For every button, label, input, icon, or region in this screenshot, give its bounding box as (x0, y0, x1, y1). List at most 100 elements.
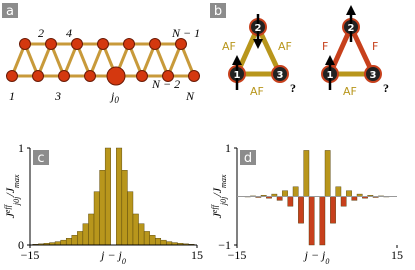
bar (160, 239, 167, 246)
bond-label: AF (250, 85, 264, 98)
site (271, 65, 289, 83)
panel-label-box (210, 3, 226, 18)
unknown-spin: ? (290, 81, 296, 95)
label-part: j − j (99, 248, 122, 262)
site-label: N (185, 89, 195, 103)
unknown-spin: ? (383, 81, 389, 95)
y-tick-label: 1 (18, 141, 24, 155)
chain (6, 38, 200, 86)
bar (324, 150, 331, 197)
x-axis-label: j − j0 (303, 248, 330, 266)
panel-label-box (240, 150, 256, 165)
site-number: 2 (348, 23, 355, 34)
bar (303, 150, 310, 197)
panel-label: b (214, 4, 222, 19)
site-number: 3 (277, 70, 284, 81)
bar (276, 196, 283, 201)
panel-label-box (2, 3, 18, 18)
bar (143, 231, 150, 246)
panel-label: a (6, 4, 14, 19)
site (6, 70, 18, 82)
bar (138, 223, 145, 246)
bar (99, 170, 106, 246)
site (106, 66, 126, 86)
bar (351, 196, 358, 201)
site (175, 38, 187, 50)
bond-label: F (322, 40, 328, 53)
x-axis-label: j − j0 (99, 248, 126, 266)
x-tick-label: −15 (228, 248, 247, 262)
bar (93, 191, 100, 246)
bar (287, 196, 294, 207)
bar (127, 191, 134, 246)
bar (340, 196, 347, 207)
label-part: j0j (219, 196, 228, 206)
bar (77, 231, 84, 246)
bar (335, 186, 342, 197)
bar (65, 238, 72, 246)
site-label: 4 (66, 26, 72, 40)
site (188, 70, 200, 82)
label-part: J (3, 212, 17, 218)
site (149, 38, 161, 50)
bar (71, 235, 78, 246)
site (364, 65, 382, 83)
bar (116, 147, 123, 246)
bar (298, 196, 304, 224)
label-part: J (210, 212, 224, 218)
x-tick-label: −15 (21, 248, 40, 262)
bar (132, 213, 139, 246)
label-part: j0j (12, 196, 21, 206)
bar (330, 196, 336, 224)
site (19, 38, 31, 50)
y-axis-label: Jeffj0j/Jmax (3, 174, 21, 218)
label-part: eff (210, 203, 219, 213)
bar (54, 241, 61, 246)
site (58, 70, 70, 82)
bar (308, 196, 315, 246)
bar (60, 239, 67, 246)
y-tick-label: −1 (218, 238, 231, 252)
label-part: eff (3, 203, 12, 213)
bond-label: AF (343, 85, 357, 98)
label-part: /J (210, 187, 224, 197)
site (71, 38, 83, 50)
x-tick-label: 15 (191, 248, 203, 262)
y-tick-label: 1 (225, 141, 231, 155)
site-number: 1 (327, 70, 334, 81)
panel-label-box (33, 150, 49, 165)
site-label: N − 1 (171, 26, 200, 40)
bar (121, 170, 128, 246)
y-tick-label: 0 (18, 238, 24, 252)
site-label: 1 (9, 89, 15, 103)
label-part: /J (3, 187, 17, 197)
bar (292, 186, 299, 197)
site (45, 38, 57, 50)
bar (104, 147, 111, 246)
site-label: j0 (109, 89, 119, 105)
bond-label: F (372, 40, 378, 53)
site-number: 1 (234, 70, 241, 81)
site-label: 3 (54, 89, 61, 103)
site-number: 3 (370, 70, 377, 81)
site (84, 70, 96, 82)
triangle-right: 1 2 3 F F AF ? (321, 5, 389, 98)
bar (319, 196, 326, 246)
bar (346, 190, 352, 197)
panel-label: c (37, 151, 44, 166)
bond-label: AF (278, 40, 292, 53)
site (123, 38, 135, 50)
bar (149, 235, 156, 246)
y-axis-label: Jeffj0j/Jmax (210, 174, 228, 218)
bar (88, 213, 95, 246)
site (136, 70, 148, 82)
site (32, 70, 44, 82)
site (97, 38, 109, 50)
label-part: j − j (303, 248, 326, 262)
site-number: 2 (255, 23, 262, 34)
x-tick-label: 15 (391, 248, 403, 262)
bar (282, 190, 288, 197)
triangle-left: 1 2 3 AF AF AF ? (222, 14, 296, 98)
label-part: max (219, 174, 228, 188)
